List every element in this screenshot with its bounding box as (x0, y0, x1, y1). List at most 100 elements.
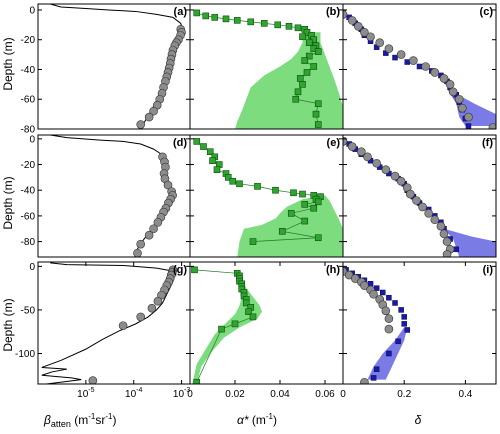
panel-f: (f) (342, 134, 497, 258)
x-axis-label-col1-units2: sr (95, 413, 105, 427)
plot-area (50, 4, 186, 129)
axes-frame (189, 261, 344, 385)
data-point-circle (436, 221, 446, 231)
data-point-blue-square (373, 285, 380, 291)
plot-area (41, 262, 178, 384)
y-tick-label: -20 (21, 160, 36, 171)
data-point-square (202, 12, 210, 20)
profile-line (41, 262, 175, 384)
data-point-circle (118, 321, 128, 330)
data-point-square (314, 121, 322, 128)
data-point-circle (343, 10, 348, 19)
data-point-blue-square (392, 54, 398, 61)
data-point-blue-square (404, 327, 411, 333)
plot-area (193, 9, 343, 129)
data-point-circle (458, 103, 467, 113)
data-point-circle (381, 165, 391, 174)
y-axis-label: Depth (m) (1, 37, 15, 90)
data-point-circle (343, 137, 348, 146)
data-point-circle (390, 171, 400, 181)
data-point-circle (133, 248, 142, 257)
y-tick-label: -60 (21, 211, 36, 222)
data-point-square (247, 18, 255, 26)
data-point-circle (144, 230, 154, 240)
data-point-square (209, 157, 216, 164)
y-tick-label: 0 (29, 262, 35, 273)
data-point-square (292, 95, 300, 103)
data-point-blue-square (386, 350, 392, 357)
data-point-circle (406, 189, 415, 199)
x-axis-label-col2-close: ) (273, 413, 277, 427)
data-point-circle (357, 147, 366, 156)
data-point-circle (375, 38, 385, 47)
plot-area (193, 138, 343, 257)
data-point-square (305, 39, 313, 46)
panel-d: 0 -20 -40 -60 -80 (d) (21, 134, 191, 258)
panel-label: (a) (174, 6, 188, 18)
x-axis-label-col1-sup1: -1 (88, 412, 96, 421)
data-point-square (191, 266, 198, 274)
data-point-circle (153, 296, 163, 306)
x-tick-label: 0 (340, 389, 346, 400)
y-tick-label: 0 (29, 5, 35, 16)
data-point-circle (360, 281, 369, 290)
data-point-square (222, 15, 230, 23)
data-point-square (233, 17, 241, 24)
y-axis-label-row3: Depth (m) (1, 298, 15, 351)
data-point-circle (396, 176, 406, 186)
panel-b: (b) (189, 3, 344, 130)
data-point-square (249, 238, 257, 245)
panel-label: (e) (327, 137, 341, 149)
axes-frame (37, 134, 191, 258)
x-axis-label-col2-main: α* (237, 413, 249, 427)
data-point-circle (136, 239, 146, 249)
x-tick-label: 0 (187, 389, 193, 400)
data-point-circle (366, 32, 375, 42)
data-point-blue-square (453, 246, 459, 253)
data-point-blue-square (380, 289, 386, 296)
plot-area (50, 135, 177, 257)
data-point-circle (384, 44, 394, 53)
data-point-circle (144, 112, 154, 122)
data-point-blue-square (392, 300, 398, 306)
data-point-circle (439, 229, 449, 239)
data-point-circle (430, 68, 440, 77)
data-point-circle (464, 112, 473, 122)
axes-frame (342, 261, 497, 385)
data-point-circle (347, 16, 357, 25)
uncertainty-band-green (237, 195, 343, 257)
panel-label: (f) (482, 137, 493, 149)
data-point-blue-square (404, 59, 411, 65)
data-point-square (312, 110, 320, 118)
y-tick-label: 0 (29, 134, 35, 145)
data-point-blue-square (386, 294, 392, 301)
data-point-square (299, 190, 306, 198)
data-point-square (310, 63, 318, 70)
data-point-blue-square (373, 366, 380, 372)
x-tick-label: 0.02 (225, 389, 245, 400)
data-point-square (314, 234, 322, 242)
profile-line (50, 4, 184, 127)
data-point-square (245, 308, 252, 315)
data-point-circle (418, 202, 427, 212)
data-point-circle (136, 312, 146, 322)
panel-label: (c) (480, 6, 494, 18)
data-point-square (272, 186, 279, 194)
x-tick-exponent: -3 (184, 387, 190, 394)
x-tick-label: 0.04 (270, 389, 290, 400)
x-axis-label-col1-close: ) (112, 413, 116, 427)
data-point-circle (360, 377, 369, 384)
panel-h: 0 0.02 0.04 0.06 (h) (187, 261, 344, 400)
data-point-circle (381, 306, 391, 316)
data-point-circle (421, 62, 430, 71)
y-tick-label: -40 (21, 186, 36, 197)
data-point-circle (439, 74, 449, 83)
data-point-square (296, 75, 304, 82)
x-axis-label-col1-sup2: -1 (105, 412, 113, 421)
panel-label: (d) (173, 137, 187, 149)
data-point-circle (412, 196, 421, 205)
data-point-circle (384, 324, 394, 334)
data-point-circle (396, 50, 406, 59)
